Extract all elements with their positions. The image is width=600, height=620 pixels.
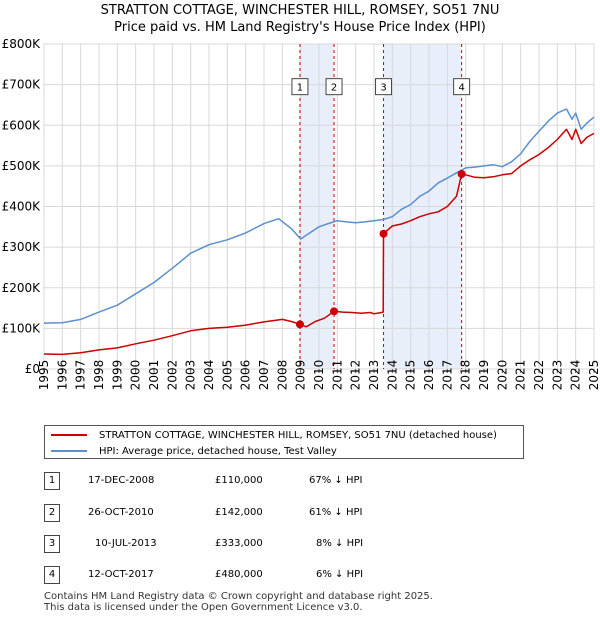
x-tick-label: 1998 — [92, 360, 106, 391]
y-tick-label: £600K — [2, 118, 42, 132]
sale-date: 26-OCT-2010 — [88, 507, 154, 518]
table-row: 4 12-OCT-2017 £480,000 6% ↓ HPI — [44, 566, 404, 586]
x-axis: 1995 1996 1997 1998 1999 2000 2001 2002 2003 2004… — [37, 360, 600, 391]
sale-date: 17-DEC-2008 — [88, 475, 155, 486]
x-tick-label: 2014 — [385, 360, 399, 391]
x-tick-label: 1999 — [110, 360, 124, 391]
sale-marker-box — [375, 78, 393, 96]
x-tick-label: 2013 — [367, 360, 381, 391]
legend-property-label: STRATTON COTTAGE, WINCHESTER HILL, ROMSE… — [99, 429, 497, 441]
sale-point — [379, 229, 388, 238]
sale-marker-box — [453, 78, 471, 96]
x-tick-label: 2000 — [129, 360, 143, 391]
legend-red-line — [51, 434, 87, 436]
y-tick-label: £100K — [2, 321, 42, 335]
chart-subtitle: Price paid vs. HM Land Registry's House … — [114, 20, 486, 35]
y-tick-label: £800K — [2, 37, 42, 51]
y-tick-label: £400K — [2, 200, 42, 214]
sale-marker-labels: 1 2 3 4 — [291, 78, 471, 96]
x-tick-label: 2016 — [422, 360, 436, 391]
y-tick-label: £200K — [2, 281, 42, 295]
sale-marker-box — [325, 78, 343, 96]
x-tick-label: 2018 — [459, 360, 473, 391]
legend-blue-line — [51, 450, 87, 452]
y-tick-label: £700K — [2, 78, 42, 92]
chart-title: STRATTON COTTAGE, WINCHESTER HILL, ROMSE… — [101, 3, 500, 18]
price-chart: STRATTON COTTAGE, WINCHESTER HILL, ROMSE… — [2, 3, 600, 391]
legend-item-property: STRATTON COTTAGE, WINCHESTER HILL, ROMSE… — [51, 427, 497, 443]
x-tick-label: 1995 — [37, 360, 51, 391]
x-tick-label: 2004 — [202, 360, 216, 391]
legend-item-hpi: HPI: Average price, detached house, Test… — [51, 443, 337, 459]
sale-hpi-diff: 67% ↓ HPI — [309, 475, 363, 486]
series-lines — [43, 108, 595, 356]
x-tick-label: 2011 — [330, 360, 344, 391]
sale-point — [295, 320, 304, 329]
series-line — [43, 128, 595, 356]
x-tick-label: 2021 — [514, 360, 528, 391]
table-row: 1 17-DEC-2008 £110,000 67% ↓ HPI — [44, 472, 404, 492]
x-tick-label: 2025 — [587, 360, 600, 391]
x-tick-label: 2015 — [404, 360, 418, 391]
legend-hpi-label: HPI: Average price, detached house, Test… — [99, 445, 337, 457]
y-axis: £0 £100K £200K £300K £400K £500K £600K £700K £80… — [2, 37, 42, 376]
sale-hpi-diff: 8% ↓ HPI — [316, 538, 364, 549]
x-tick-label: 2002 — [165, 360, 179, 391]
footer-line-1: Contains HM Land Registry data © Crown c… — [44, 591, 433, 602]
x-tick-label: 1997 — [74, 360, 88, 391]
x-tick-label: 2019 — [477, 360, 491, 391]
footer-attribution: Contains HM Land Registry data © Crown c… — [44, 591, 433, 613]
sale-marker-number: 1 — [297, 83, 303, 94]
sale-marker-box — [291, 78, 309, 96]
sale-price: £110,000 — [215, 475, 263, 486]
x-tick-label: 2001 — [147, 360, 161, 391]
table-row: 3 10-JUL-2013 £333,000 8% ↓ HPI — [44, 535, 404, 555]
x-tick-label: 2012 — [349, 360, 363, 391]
y-tick-label: £500K — [2, 159, 42, 173]
sale-point — [457, 170, 466, 178]
x-tick-label: 2023 — [550, 360, 564, 391]
sale-point — [330, 307, 339, 316]
sale-price: £142,000 — [215, 507, 263, 518]
x-tick-label: 2005 — [220, 360, 234, 391]
x-tick-label: 2003 — [184, 360, 198, 391]
x-tick-label: 1996 — [55, 360, 69, 391]
row-number-badge: 4 — [44, 566, 60, 584]
sale-marker-number: 2 — [331, 83, 337, 94]
legend: STRATTON COTTAGE, WINCHESTER HILL, ROMSE… — [44, 425, 524, 459]
x-tick-label: 2007 — [257, 360, 271, 391]
sale-hpi-diff: 6% ↓ HPI — [316, 569, 364, 580]
sale-price: £333,000 — [215, 538, 263, 549]
y-tick-label: £300K — [2, 240, 42, 254]
row-number-badge: 3 — [44, 535, 60, 553]
sale-points — [295, 170, 466, 329]
x-tick-label: 2022 — [532, 360, 546, 391]
sale-marker-number: 3 — [380, 83, 386, 94]
row-number-badge: 2 — [44, 504, 60, 522]
x-tick-label: 2017 — [440, 360, 454, 391]
sale-marker-number: 4 — [458, 83, 464, 94]
x-tick-label: 2024 — [569, 360, 583, 391]
x-tick-label: 2008 — [275, 360, 289, 391]
x-tick-label: 2006 — [239, 360, 253, 391]
footer-line-2: This data is licensed under the Open Gov… — [44, 602, 363, 613]
row-number-badge: 1 — [44, 472, 60, 490]
sale-price: £480,000 — [215, 569, 263, 580]
series-line — [43, 108, 595, 324]
sale-date: 10-JUL-2013 — [95, 538, 157, 549]
y-tick-label: £0 — [25, 362, 40, 376]
table-row: 2 26-OCT-2010 £142,000 61% ↓ HPI — [44, 504, 404, 524]
x-tick-label: 2020 — [495, 360, 509, 391]
sale-date: 12-OCT-2017 — [88, 569, 154, 580]
sale-hpi-diff: 61% ↓ HPI — [309, 507, 363, 518]
x-tick-label: 2009 — [294, 360, 308, 391]
x-tick-label: 2010 — [312, 360, 326, 391]
